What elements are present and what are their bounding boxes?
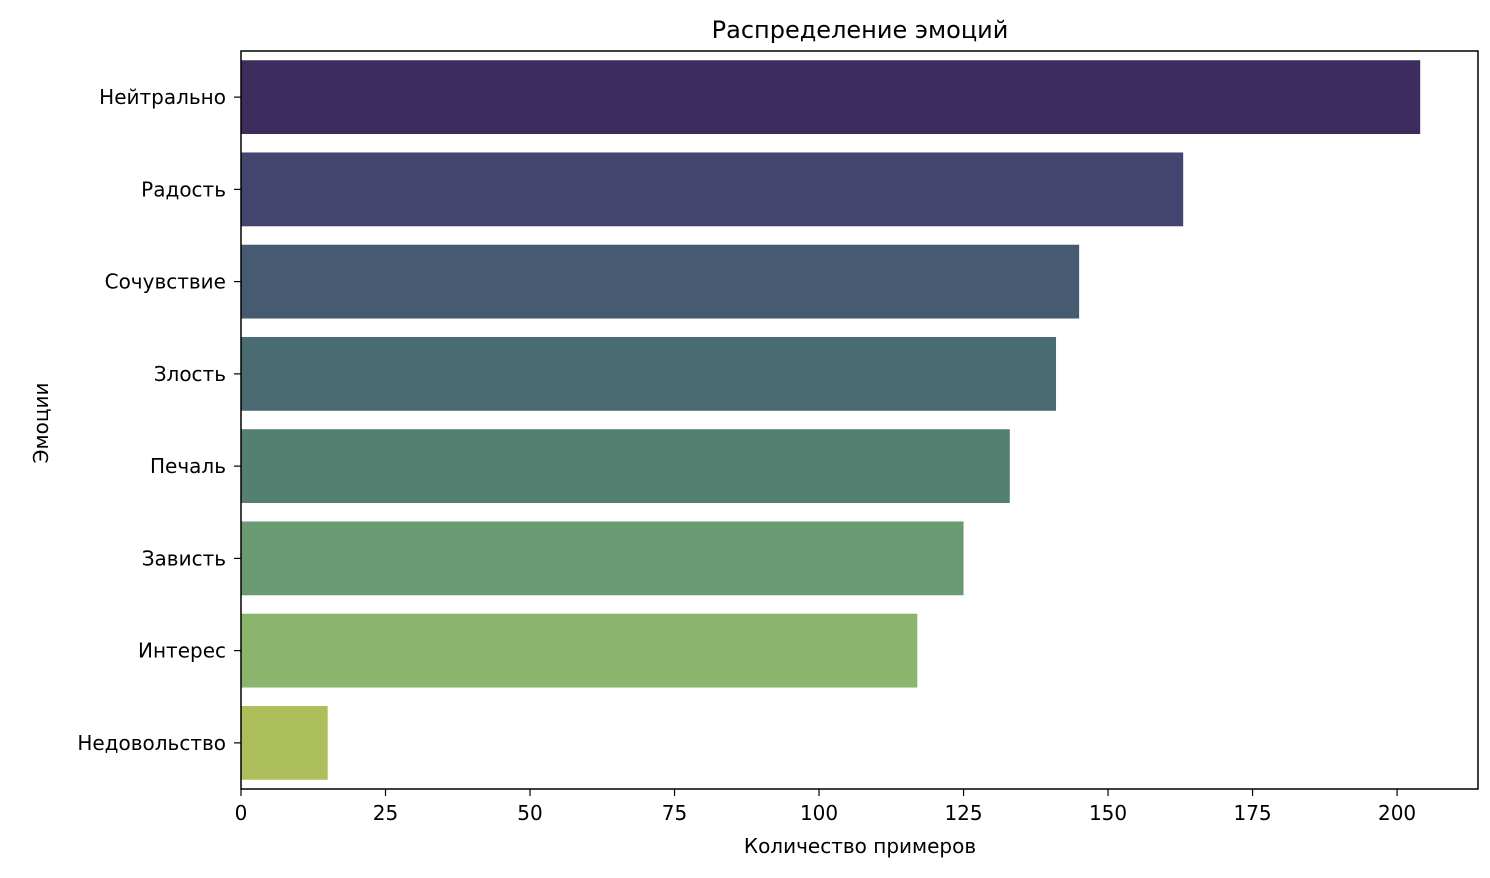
bar-7 (241, 705, 328, 780)
x-tick-label: 0 (235, 801, 248, 825)
x-axis-label: Количество примеров (744, 834, 976, 858)
y-axis-ticks: Нейтрально Радость Сочувствие Злость Печаль З… (77, 85, 241, 755)
y-tick-label: Недовольство (77, 731, 226, 755)
y-tick-label: Нейтрально (99, 85, 226, 109)
y-tick-label: Радость (141, 177, 226, 201)
y-tick-label: Интерес (138, 639, 226, 663)
bar-3 (241, 336, 1057, 411)
x-tick-label: 25 (373, 801, 398, 825)
bar-0 (241, 60, 1421, 135)
y-tick-label: Зависть (142, 546, 226, 570)
y-tick-label: Сочувствие (105, 270, 226, 294)
x-tick-label: 150 (1089, 801, 1127, 825)
plot-frame (240, 50, 1479, 790)
bar-1 (241, 152, 1184, 227)
bar-5 (241, 521, 964, 596)
y-tick-label: Печаль (150, 454, 226, 478)
x-tick-label: 125 (944, 801, 982, 825)
x-tick-label: 200 (1378, 801, 1416, 825)
x-tick-label: 175 (1233, 801, 1271, 825)
y-axis-label: Эмоции (29, 383, 53, 464)
bar-2 (241, 244, 1080, 319)
x-tick-label: 100 (800, 801, 838, 825)
x-tick-label: 50 (517, 801, 542, 825)
chart-title: Распределение эмоций (712, 16, 1009, 44)
x-axis-ticks: 0 25 50 75 100 125 150 175 200 (235, 789, 1416, 825)
bars-group (241, 60, 1421, 780)
y-tick-label: Злость (154, 362, 226, 386)
x-tick-label: 75 (662, 801, 687, 825)
bar-6 (241, 613, 918, 688)
bar-4 (241, 429, 1010, 504)
